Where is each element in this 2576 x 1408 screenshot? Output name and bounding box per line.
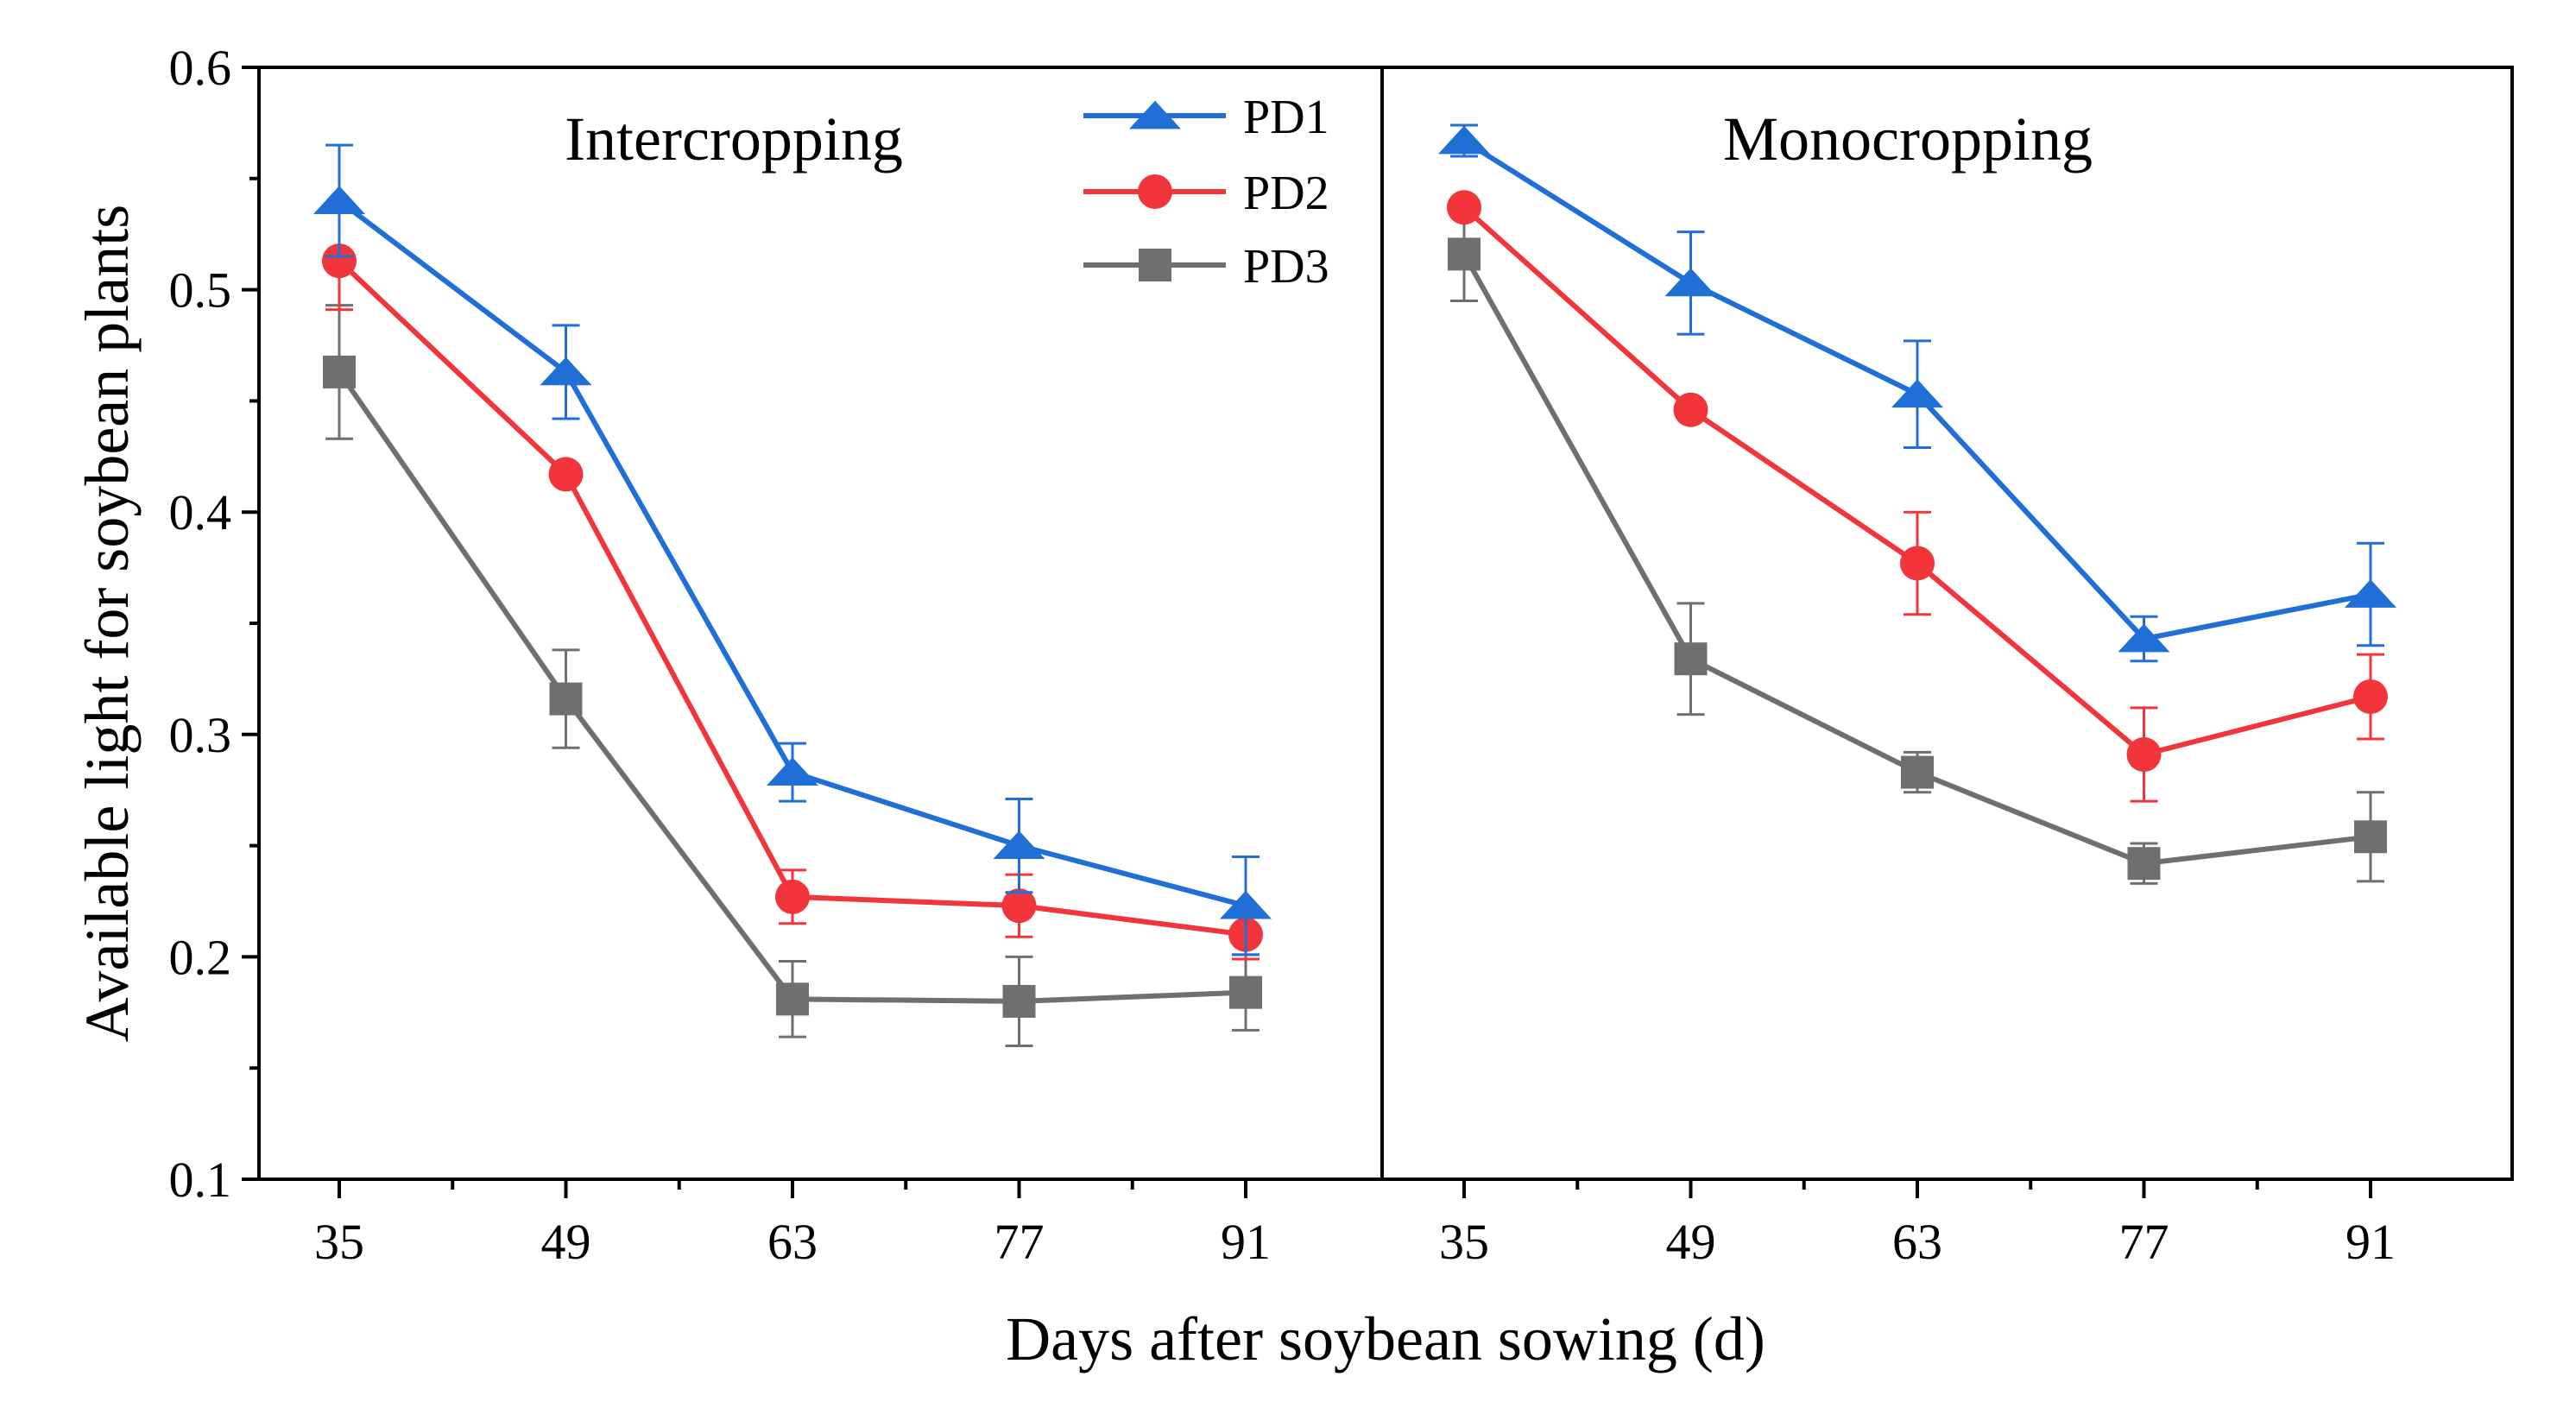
marker-circle — [2126, 736, 2162, 772]
marker-circle — [548, 457, 584, 492]
series-pd3-intercropping — [323, 304, 1262, 1047]
marker-triangle — [1438, 125, 1490, 155]
y-tick-label: 0.2 — [169, 929, 232, 985]
marker-square — [2354, 820, 2387, 854]
marker-triangle — [1129, 100, 1181, 129]
x-tick-label: 77 — [2119, 1214, 2169, 1270]
x-tick-label: 63 — [1892, 1214, 1942, 1270]
panel-title: Intercropping — [565, 104, 903, 174]
x-tick-label: 49 — [1666, 1214, 1716, 1270]
series-line — [337, 258, 1247, 938]
marker-triangle — [313, 186, 365, 214]
x-tick-label: 49 — [541, 1214, 591, 1270]
y-tick-label: 0.4 — [169, 484, 232, 540]
x-tick-label: 91 — [1221, 1214, 1271, 1270]
marker-triangle — [1220, 890, 1272, 919]
x-tick-label: 77 — [994, 1214, 1045, 1270]
legend-item-pd2: PD2 — [1083, 167, 1329, 220]
legend-item-pd1: PD1 — [1083, 91, 1329, 144]
legend-item-pd3: PD3 — [1083, 240, 1329, 294]
marker-circle — [775, 879, 810, 914]
marker-circle — [1900, 546, 1935, 581]
y-axis-title: Available light for soybean plants — [73, 205, 142, 1042]
marker-square — [2127, 847, 2161, 881]
marker-triangle — [993, 830, 1045, 859]
marker-triangle — [767, 757, 818, 786]
x-tick-label: 35 — [314, 1214, 364, 1270]
marker-triangle — [1891, 379, 1943, 408]
y-tick-label: 0.3 — [169, 707, 232, 763]
y-tick-label: 0.6 — [169, 40, 232, 96]
x-tick-label: 35 — [1439, 1214, 1489, 1270]
plot-frame — [242, 66, 2514, 1198]
marker-triangle — [1664, 268, 1717, 297]
legend: PD1 PD2 PD3 — [1083, 91, 1329, 294]
series-pd2-monocropping — [1447, 190, 2388, 803]
marker-square — [323, 355, 356, 388]
series-pd1-monocropping — [1438, 123, 2396, 663]
y-tick-label: 0.1 — [169, 1152, 232, 1208]
legend-label: PD3 — [1243, 240, 1329, 294]
x-tick-label: 91 — [2346, 1214, 2396, 1270]
marker-square — [1901, 755, 1934, 789]
marker-triangle — [2345, 579, 2396, 608]
x-tick-label: 63 — [767, 1214, 818, 1270]
marker-circle — [2353, 679, 2388, 715]
series-line — [1462, 205, 2371, 757]
marker-square — [1674, 642, 1708, 676]
marker-triangle — [2118, 623, 2170, 653]
series-layer — [313, 123, 2396, 1047]
legend-label: PD1 — [1243, 91, 1329, 144]
series-pd1-intercropping — [313, 143, 1272, 957]
marker-triangle — [540, 357, 592, 386]
text-layer: 0.1 0.2 0.3 0.4 0.5 0.6 35 49 63 77 91 35 49 63 77 91 Da… — [73, 40, 2396, 1373]
marker-square — [776, 982, 809, 1016]
marker-square — [1229, 975, 1262, 1009]
marker-square — [1002, 984, 1036, 1018]
plot-border — [257, 66, 2514, 1181]
marker-circle — [1001, 888, 1037, 924]
marker-circle — [322, 243, 357, 279]
y-tick-label: 0.5 — [169, 262, 232, 319]
series-pd3-monocropping — [1448, 205, 2387, 885]
marker-square — [1448, 237, 1481, 271]
marker-circle — [1138, 174, 1172, 209]
x-axis-title: Days after soybean sowing (d) — [1006, 1304, 1765, 1373]
marker-square — [1139, 249, 1171, 281]
panel-title: Monocropping — [1723, 104, 2093, 174]
marker-circle — [1673, 392, 1708, 427]
marker-circle — [1447, 190, 1481, 225]
marker-square — [549, 682, 583, 716]
series-pd2-intercropping — [322, 210, 1263, 961]
legend-label: PD2 — [1243, 167, 1329, 220]
